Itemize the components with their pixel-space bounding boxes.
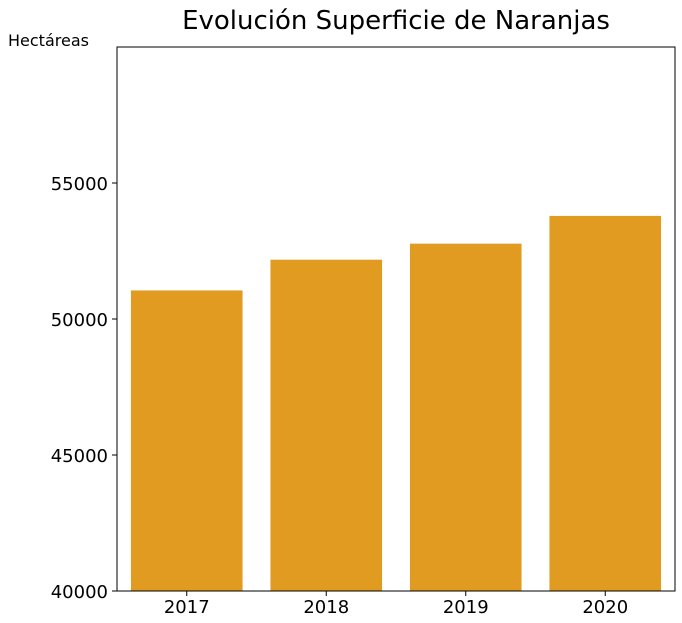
y-axis-label: Hectáreas — [8, 31, 89, 50]
x-tick-label-2018: 2018 — [303, 597, 349, 618]
bar-2019 — [409, 243, 522, 591]
y-ticks-group: 40000 45000 50000 55000 — [51, 174, 117, 603]
y-tick-label-55000: 55000 — [51, 174, 108, 195]
chart-title: Evolución Superficie de Naranjas — [182, 6, 610, 36]
bar-2017 — [130, 290, 243, 591]
plot-frame — [116, 46, 676, 592]
x-tick-label-2017: 2017 — [164, 597, 210, 618]
x-tick-label-2019: 2019 — [443, 597, 489, 618]
bars-group — [130, 215, 662, 592]
y-tick-label-40000: 40000 — [51, 582, 108, 603]
x-tick-label-2020: 2020 — [582, 597, 628, 618]
x-ticks-group: 2017 2018 2019 2020 — [164, 591, 628, 618]
bar-2018 — [270, 259, 383, 591]
y-tick-label-50000: 50000 — [51, 310, 108, 331]
bar-2020 — [549, 215, 662, 592]
y-tick-label-45000: 45000 — [51, 446, 108, 467]
